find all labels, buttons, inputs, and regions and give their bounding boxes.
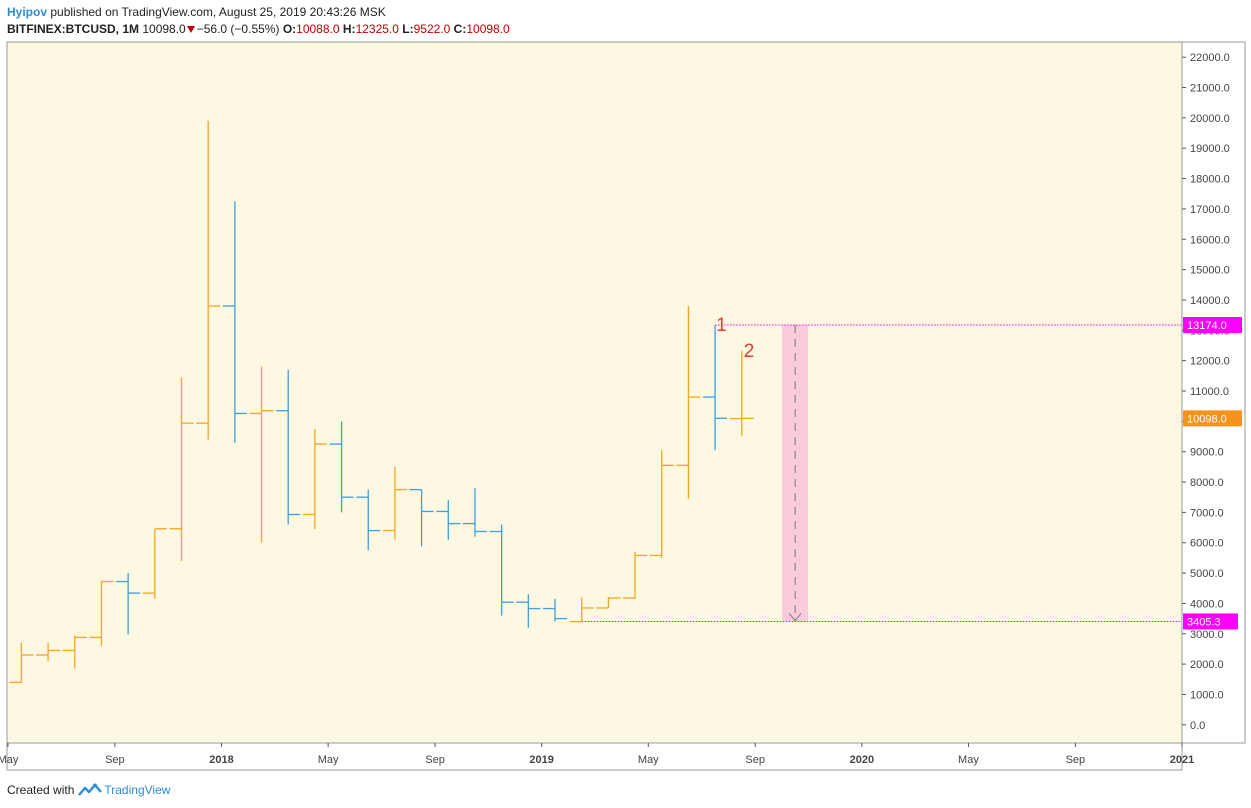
ohlc-bar (302, 428, 327, 530)
y-tick-label: 1000.0 (1190, 689, 1224, 701)
symbol-name: BITFINEX:BTCUSD, 1M (7, 22, 139, 36)
y-tick-label: 2000.0 (1190, 659, 1224, 671)
plot-area[interactable] (6, 41, 1183, 744)
ohlc-bar (489, 524, 514, 616)
author-name[interactable]: Hyipov (7, 5, 48, 19)
tradingview-brand[interactable]: TradingView (104, 783, 171, 797)
low-value: 9522.0 (413, 22, 451, 36)
x-tick-label: Sep (745, 754, 765, 766)
ohlc-bar (623, 551, 648, 599)
price-axis-label: 3405.3 (1183, 613, 1238, 630)
y-tick-label: 22000.0 (1190, 52, 1230, 64)
symbol-legend: BITFINEX:BTCUSD, 1M 10098.0 −56.0 (−0.55%… (7, 22, 510, 36)
price-label-bg (1183, 410, 1242, 427)
ohlc-bar (222, 201, 247, 443)
open-label: O: (282, 22, 297, 36)
price-label-text: 10098.0 (1187, 413, 1227, 425)
footer: Created with TradingView (7, 783, 170, 797)
ohlc-bar (9, 642, 34, 683)
publisher-line: Hyipov published on TradingView.com, Aug… (7, 5, 386, 19)
x-tick-label: Sep (425, 754, 445, 766)
ohlc-bar (436, 500, 461, 540)
y-tick-label: 12000.0 (1190, 356, 1230, 368)
ohlc-bar (276, 369, 301, 525)
time-axis[interactable] (6, 742, 1183, 771)
ohlc-bar (62, 635, 87, 669)
y-tick-label: 4000.0 (1190, 598, 1224, 610)
price-label-bg (1183, 613, 1238, 630)
wave-annotation: 2 (744, 341, 755, 362)
y-tick-label: 17000.0 (1190, 204, 1230, 216)
ohlc-bar (356, 489, 381, 551)
y-tick-label: 18000.0 (1190, 174, 1230, 186)
y-tick-label: 0.0 (1190, 720, 1205, 732)
ohlc-bar (196, 120, 221, 440)
close-value: 10098.0 (466, 22, 510, 36)
ohlc-bar (382, 466, 407, 540)
x-tick-label: Sep (105, 754, 125, 766)
ohlc-bar (543, 598, 568, 622)
y-tick-label: 11000.0 (1190, 386, 1229, 398)
y-tick-label: 3000.0 (1190, 629, 1224, 641)
y-tick-label: 8000.0 (1190, 477, 1224, 489)
x-tick-label: May (638, 754, 659, 766)
ohlc-bar (729, 350, 754, 436)
ohlc-bar (116, 573, 141, 635)
y-tick-label: 9000.0 (1190, 447, 1224, 459)
y-tick-label: 15000.0 (1190, 265, 1230, 277)
ohlc-bar (676, 306, 701, 499)
price-label-text: 3405.3 (1187, 616, 1221, 628)
ohlc-bar (169, 377, 194, 561)
y-tick-label: 14000.0 (1190, 295, 1230, 307)
ohlc-bar (409, 488, 434, 547)
range-arrow-head (788, 613, 802, 622)
open-value: 10088.0 (296, 22, 340, 36)
ohlc-bar (89, 580, 114, 646)
x-tick-label: 2018 (209, 754, 233, 766)
y-tick-label: 6000.0 (1190, 538, 1224, 550)
y-tick-label: 20000.0 (1190, 113, 1230, 125)
ohlc-bar (649, 450, 674, 558)
ohlc-bar (329, 421, 354, 513)
x-tick-label: May (0, 754, 19, 766)
y-tick-label: 5000.0 (1190, 568, 1224, 580)
y-tick-label: 21000.0 (1190, 83, 1230, 95)
y-tick-label: 16000.0 (1190, 234, 1230, 246)
price-label-text: 13174.0 (1187, 320, 1227, 332)
y-tick-label: 19000.0 (1190, 143, 1230, 155)
tradingview-logo-icon (78, 783, 103, 796)
ohlc-bar (142, 528, 167, 599)
x-tick-label: May (958, 754, 979, 766)
price-axis-label: 10098.0 (1183, 410, 1242, 427)
ohlc-bar (703, 325, 728, 451)
price-axis-label: 13174.0 (1183, 317, 1242, 334)
last-price: 10098.0 (142, 22, 186, 36)
high-label: H: (342, 22, 356, 36)
ohlc-bar (36, 642, 61, 662)
high-value: 12325.0 (355, 22, 399, 36)
ohlc-bar (596, 597, 621, 609)
close-label: C: (453, 22, 467, 36)
price-label-bg (1183, 317, 1242, 334)
published-text: published on TradingView.com, August 25,… (50, 5, 386, 19)
price-change: −56.0 (−0.55%) (196, 22, 280, 36)
low-label: L: (402, 22, 414, 36)
y-tick-label: 7000.0 (1190, 507, 1224, 519)
ohlc-bar (516, 594, 541, 628)
x-tick-label: 2021 (1170, 754, 1194, 766)
created-with-text: Created with (7, 783, 75, 797)
ohlc-bar (462, 488, 487, 537)
x-tick-label: May (318, 754, 339, 766)
x-tick-label: 2020 (850, 754, 874, 766)
x-tick-label: Sep (1066, 754, 1086, 766)
ohlc-bar (249, 366, 274, 543)
down-arrow-icon (186, 26, 195, 33)
wave-annotation: 1 (716, 315, 727, 336)
x-tick-label: 2019 (529, 754, 553, 766)
ohlc-bar (569, 597, 594, 623)
